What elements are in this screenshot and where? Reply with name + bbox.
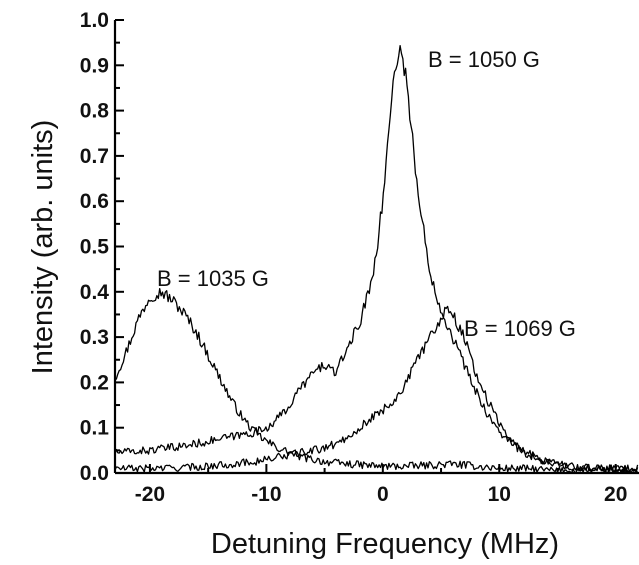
y-tick-label: 0.4 xyxy=(80,281,110,304)
axes-frame xyxy=(113,20,639,475)
y-tick-label: 0.5 xyxy=(80,236,110,259)
x-tick-label: -20 xyxy=(135,483,165,506)
x-tick-label: 0 xyxy=(377,483,389,506)
y-tick-label: 0.7 xyxy=(80,145,109,168)
y-tick-label: 0.6 xyxy=(80,190,109,213)
series-line xyxy=(114,305,639,473)
y-axis-title: Intensity (arb. units) xyxy=(27,120,59,375)
series-line xyxy=(114,44,639,473)
x-tick-label: 10 xyxy=(488,483,511,506)
series-line xyxy=(114,287,639,473)
y-tick-label: 0.1 xyxy=(80,417,110,440)
y-tick-label: 0.0 xyxy=(80,462,109,485)
y-tick-label: 0.9 xyxy=(80,54,109,77)
annotation-b-1069: B = 1069 G xyxy=(464,316,576,341)
ticks-layer: -20 -10 0 10 20 0.0 0.1 0.2 0.3 0.4 0.5 0.6 0.7 0.8 0.… xyxy=(80,9,628,506)
series-layer xyxy=(114,44,639,473)
annotation-b-1035: B = 1035 G xyxy=(157,266,269,291)
y-tick-label: 0.3 xyxy=(80,326,109,349)
y-tick-label: 0.2 xyxy=(80,371,109,394)
y-tick-label: 0.8 xyxy=(80,100,110,123)
x-tick-label: -10 xyxy=(251,483,281,506)
x-axis-title: Detuning Frequency (MHz) xyxy=(211,528,559,560)
y-tick-label: 1.0 xyxy=(80,9,109,32)
annotation-b-1050: B = 1050 G xyxy=(428,47,540,72)
x-tick-label: 20 xyxy=(604,483,627,506)
